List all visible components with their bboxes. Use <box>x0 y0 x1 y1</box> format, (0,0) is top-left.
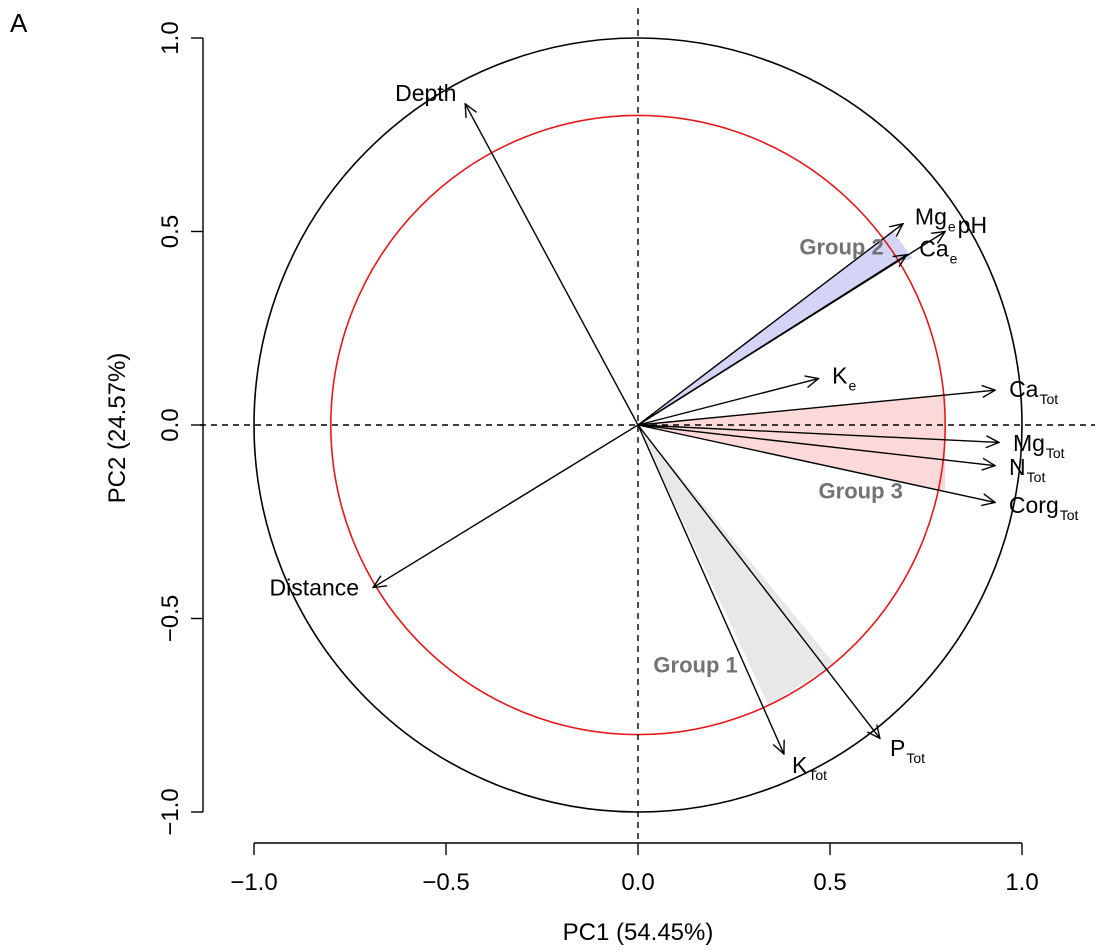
panel-label: A <box>10 8 28 38</box>
x-tick-label: 1.0 <box>1005 869 1038 896</box>
y-tick-label: −0.5 <box>157 595 184 642</box>
x-tick-label: −1.0 <box>230 869 277 896</box>
vector-distance <box>373 424 639 588</box>
label-corg-tot: CorgTot <box>1009 492 1079 523</box>
y-axis-title: PC2 (24.57%) <box>104 353 131 504</box>
y-axis: −1.0 −0.5 0.0 0.5 1.0 <box>157 21 204 836</box>
vector-k-e <box>637 379 818 426</box>
vector-p-tot <box>637 424 880 738</box>
vector-mg-e <box>637 224 903 426</box>
label-distance: Distance <box>270 575 359 601</box>
label-k-tot: KTot <box>792 752 827 783</box>
vector-n-tot <box>637 424 995 466</box>
group-2-label: Group 2 <box>799 235 883 260</box>
label-ca-e: Cae <box>919 235 957 266</box>
group-3-label: Group 3 <box>819 479 903 504</box>
group-2-area <box>638 231 913 425</box>
x-tick-label: −0.5 <box>422 869 469 896</box>
vector-ca-tot <box>637 390 995 426</box>
y-tick-label: −1.0 <box>157 788 184 835</box>
label-n-tot: NTot <box>1009 454 1045 485</box>
group-1-area <box>638 425 834 706</box>
group-1-label: Group 1 <box>653 653 737 678</box>
label-depth: Depth <box>395 80 456 106</box>
vector-mg-tot <box>637 424 999 442</box>
group-labels: Group 1 Group 2 Group 3 <box>653 235 902 678</box>
x-axis-title: PC1 (54.45%) <box>563 919 714 946</box>
group-polygons <box>638 231 946 706</box>
reference-lines <box>200 8 1095 840</box>
y-tick-label: 0.0 <box>157 408 184 441</box>
label-p-tot: PTot <box>890 735 925 766</box>
label-mg-e: Mge <box>915 204 956 235</box>
vector-depth <box>465 104 639 426</box>
vector-ca-e <box>637 255 907 426</box>
loading-vectors <box>373 104 999 754</box>
y-tick-label: 0.5 <box>157 215 184 248</box>
x-tick-label: 0.5 <box>813 869 846 896</box>
vector-corg-tot <box>637 424 995 502</box>
vector-k-tot <box>637 424 784 754</box>
label-k-e: Ke <box>832 363 856 394</box>
label-ca-tot: CaTot <box>1009 376 1058 407</box>
label-ph: pH <box>958 212 987 238</box>
x-tick-label: 0.0 <box>621 869 654 896</box>
x-axis: −1.0 −0.5 0.0 0.5 1.0 <box>230 842 1039 896</box>
y-tick-label: 1.0 <box>157 21 184 54</box>
